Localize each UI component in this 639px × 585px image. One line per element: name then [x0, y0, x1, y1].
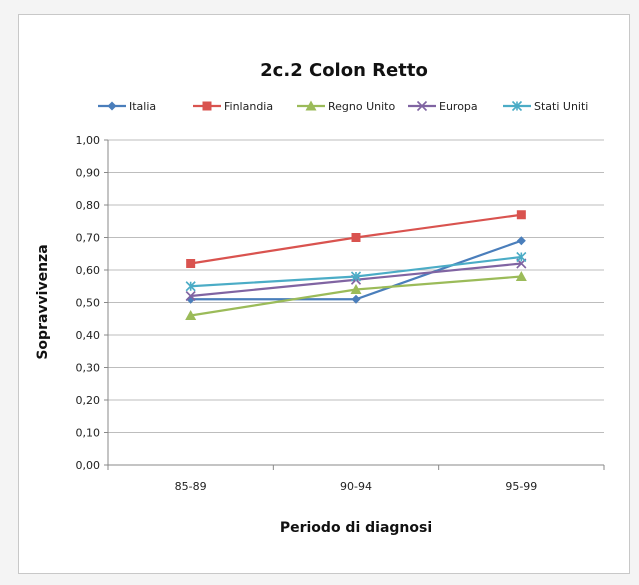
series-group	[185, 210, 527, 320]
data-point-stati-uniti	[350, 271, 362, 282]
series-stati-uniti	[185, 251, 527, 292]
chart-title: 2c.2 Colon Retto	[260, 60, 428, 81]
legend-label: Europa	[439, 100, 478, 113]
data-point-regno-unito	[185, 310, 197, 320]
x-tick-label: 95-99	[505, 480, 537, 493]
y-tick-label: 0,20	[76, 394, 101, 407]
legend-label: Stati Uniti	[534, 100, 588, 113]
x-axis-title: Periodo di diagnosi	[280, 520, 432, 536]
data-point-stati-uniti	[185, 281, 196, 292]
data-point-regno-unito	[515, 271, 527, 281]
legend-label: Italia	[129, 100, 156, 113]
y-axis-title: Sopravvivenza	[35, 244, 51, 359]
legend-item-italia: Italia	[98, 100, 156, 113]
data-point-italia	[186, 294, 196, 304]
series-finlandia	[186, 210, 526, 268]
y-tick-label: 0,90	[76, 167, 101, 180]
y-tick-label: 0,30	[76, 362, 101, 375]
y-tick-label: 0,80	[76, 199, 101, 212]
data-point-italia	[351, 294, 361, 304]
legend-marker	[511, 100, 523, 112]
legend-marker	[305, 100, 317, 111]
gridlines	[104, 139, 604, 466]
x-axis-ticks: 85-89 90-94 95-99	[107, 465, 605, 493]
y-tick-label: 1,00	[76, 134, 101, 147]
data-point-italia	[516, 236, 526, 246]
y-tick-label: 0,10	[76, 427, 101, 440]
series-italia	[186, 236, 526, 304]
data-point-europa	[185, 290, 196, 302]
y-tick-label: 0,70	[76, 232, 101, 245]
series-regno-unito	[185, 271, 527, 320]
legend-item-finlandia: Finlandia	[193, 100, 273, 113]
legend-marker	[107, 101, 117, 111]
y-tick-label: 0,50	[76, 297, 101, 310]
y-axis-ticks: 0,00 0,10 0,20 0,30 0,40 0,50 0,60 0,70 0,80 0,90…	[76, 134, 101, 472]
data-point-finlandia	[351, 233, 361, 242]
y-tick-label: 0,00	[76, 459, 101, 472]
legend: Italia Finlandia Regno Unito Europa Stati Un…	[98, 100, 588, 113]
x-tick-label: 85-89	[175, 480, 207, 493]
y-tick-label: 0,40	[76, 329, 101, 342]
legend-item-stati-uniti: Stati Uniti	[503, 100, 588, 113]
series-line-stati-uniti	[190, 255, 522, 288]
data-point-regno-unito	[350, 284, 362, 294]
legend-label: Regno Unito	[328, 100, 395, 113]
legend-label: Finlandia	[224, 100, 273, 113]
data-point-finlandia	[186, 259, 196, 268]
x-tick-label: 90-94	[340, 480, 372, 493]
data-point-stati-uniti	[516, 251, 527, 263]
data-point-finlandia	[516, 210, 526, 220]
legend-item-regno-unito: Regno Unito	[297, 100, 395, 113]
y-tick-label: 0,60	[76, 264, 101, 277]
legend-marker	[416, 100, 428, 112]
legend-marker	[202, 101, 212, 111]
legend-item-europa: Europa	[408, 100, 478, 113]
